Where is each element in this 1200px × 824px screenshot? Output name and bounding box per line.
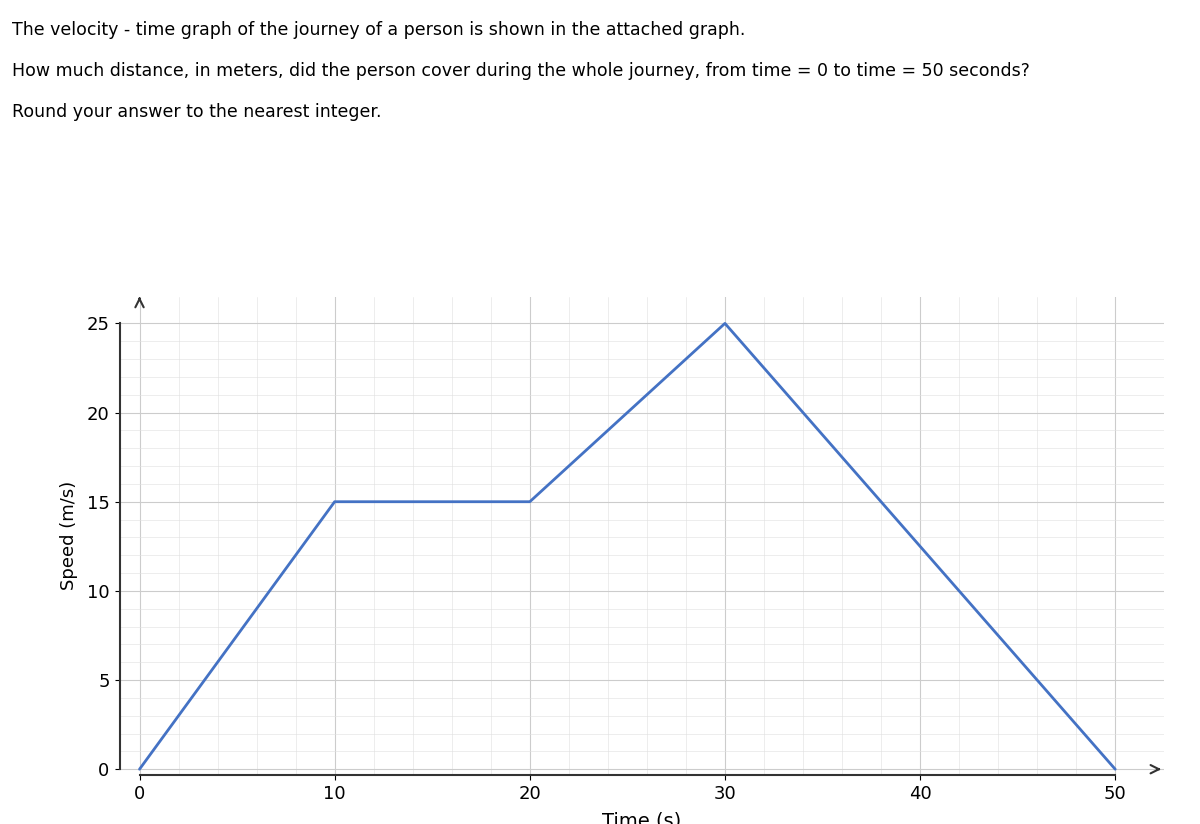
X-axis label: Time (s): Time (s) [602, 812, 682, 824]
Text: How much distance, in meters, did the person cover during the whole journey, fro: How much distance, in meters, did the pe… [12, 62, 1030, 80]
Y-axis label: Speed (m/s): Speed (m/s) [60, 481, 78, 590]
Text: The velocity - time graph of the journey of a person is shown in the attached gr: The velocity - time graph of the journey… [12, 21, 745, 39]
Text: Round your answer to the nearest integer.: Round your answer to the nearest integer… [12, 103, 382, 121]
